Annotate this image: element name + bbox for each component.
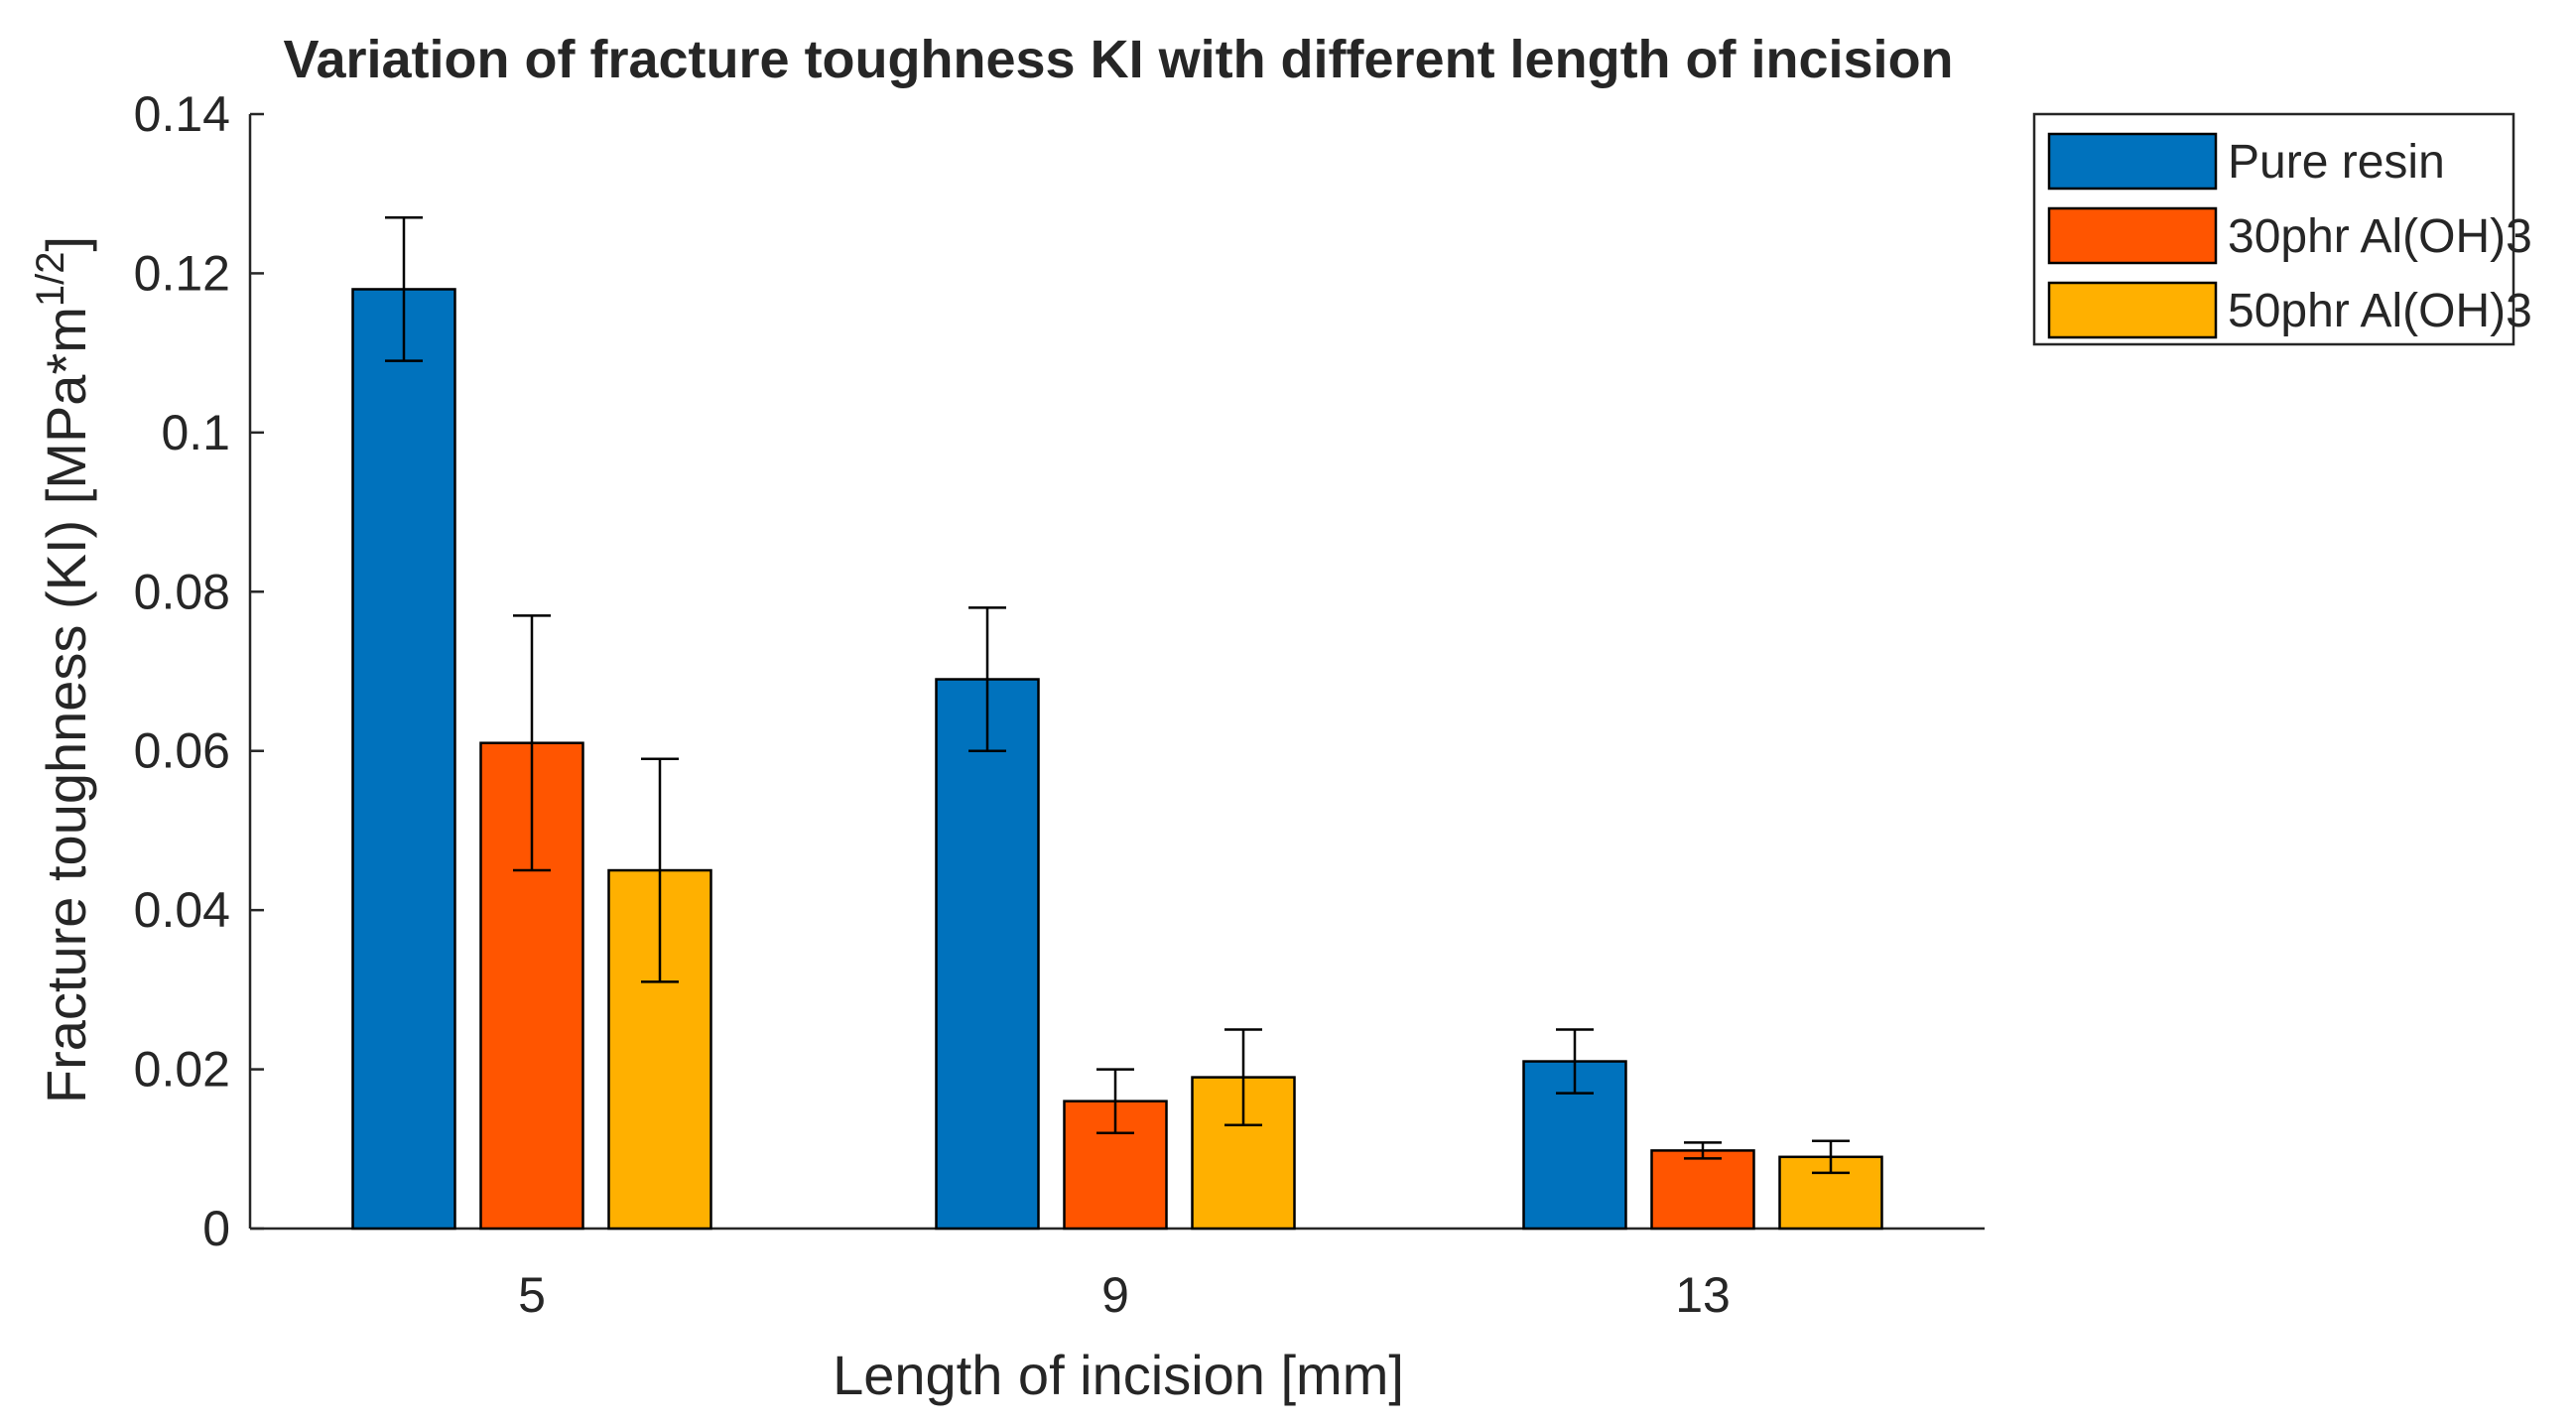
- y-tick-label: 0.02: [134, 1042, 230, 1098]
- legend-entry-label: 30phr Al(OH)3: [2228, 210, 2532, 263]
- bar-pure-resin-5: [351, 288, 456, 1231]
- chart-title: Variation of fracture toughness KI with …: [283, 30, 1953, 89]
- legend-swatch: [2047, 132, 2218, 191]
- plot-area: 0 0.02 0.04 0.06 0.08 0.1 0.12 0.14 5 9 13: [134, 86, 1985, 1323]
- x-tick-label: 5: [518, 1267, 546, 1323]
- y-tick-label: 0.08: [134, 564, 230, 619]
- legend: Pure resin 30phr Al(OH)3 50phr Al(OH)3: [2032, 112, 2532, 346]
- y-axis-label-main: Fracture toughness (KI) [MPa*m: [35, 307, 97, 1103]
- y-tick-label: 0.1: [161, 405, 230, 460]
- bar-30phr-al-oh-3-13: [1650, 1149, 1755, 1231]
- legend-entry-label: 50phr Al(OH)3: [2228, 285, 2532, 337]
- y-axis-label-close: ]: [35, 236, 97, 252]
- legend-swatch: [2047, 281, 2218, 339]
- svg-text:Fracture toughness (KI) [MPa*m: Fracture toughness (KI) [MPa*m1/2]: [29, 236, 97, 1103]
- y-tick-label: 0.06: [134, 723, 230, 779]
- y-tick-label: 0.04: [134, 882, 230, 938]
- y-tick-label: 0: [202, 1201, 230, 1256]
- legend-swatch: [2047, 206, 2218, 265]
- x-axis-label: Length of incision [mm]: [833, 1344, 1404, 1406]
- y-axis-label: Fracture toughness (KI) [MPa*m1/2]: [29, 236, 97, 1103]
- x-tick-label: 13: [1675, 1267, 1731, 1323]
- y-tick-label: 0.12: [134, 245, 230, 301]
- x-tick-label: 9: [1101, 1267, 1129, 1323]
- y-tick-label: 0.14: [134, 86, 230, 142]
- bar-pure-resin-9: [935, 678, 1040, 1231]
- y-axis-label-superscript: 1/2: [29, 252, 72, 308]
- legend-entry-label: Pure resin: [2228, 136, 2445, 189]
